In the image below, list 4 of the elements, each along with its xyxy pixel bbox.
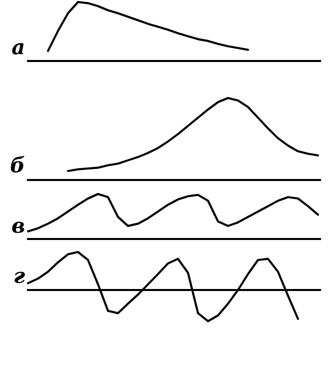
text: а — [12, 43, 24, 54]
text: б — [10, 156, 25, 173]
text: в — [12, 222, 24, 234]
text: г — [14, 272, 25, 284]
